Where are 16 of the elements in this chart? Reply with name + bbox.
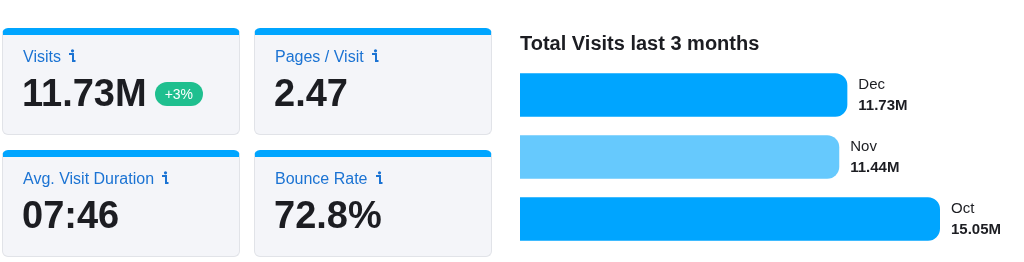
y-tick-label: Nov xyxy=(850,137,878,155)
data-label: 11.44M xyxy=(850,158,900,176)
text: 07:46 xyxy=(22,194,120,236)
category-label: Avg. Visit Duration xyxy=(23,170,155,187)
category-label: Pages / Visit xyxy=(275,48,364,65)
chart-title: Total Visits last 3 months xyxy=(520,32,760,55)
data-label: 11.73M xyxy=(858,96,908,114)
y-tick-label: Dec xyxy=(858,75,886,93)
text: 11.73M xyxy=(22,72,147,114)
text: +3% xyxy=(164,85,194,102)
y-tick-label: Oct xyxy=(951,199,976,217)
text: 72.8% xyxy=(274,194,382,236)
text: 2.47 xyxy=(274,72,348,114)
category-label: Bounce Rate xyxy=(275,170,368,187)
data-label: 15.05M xyxy=(951,220,1002,238)
category-label: Visits xyxy=(23,48,61,65)
